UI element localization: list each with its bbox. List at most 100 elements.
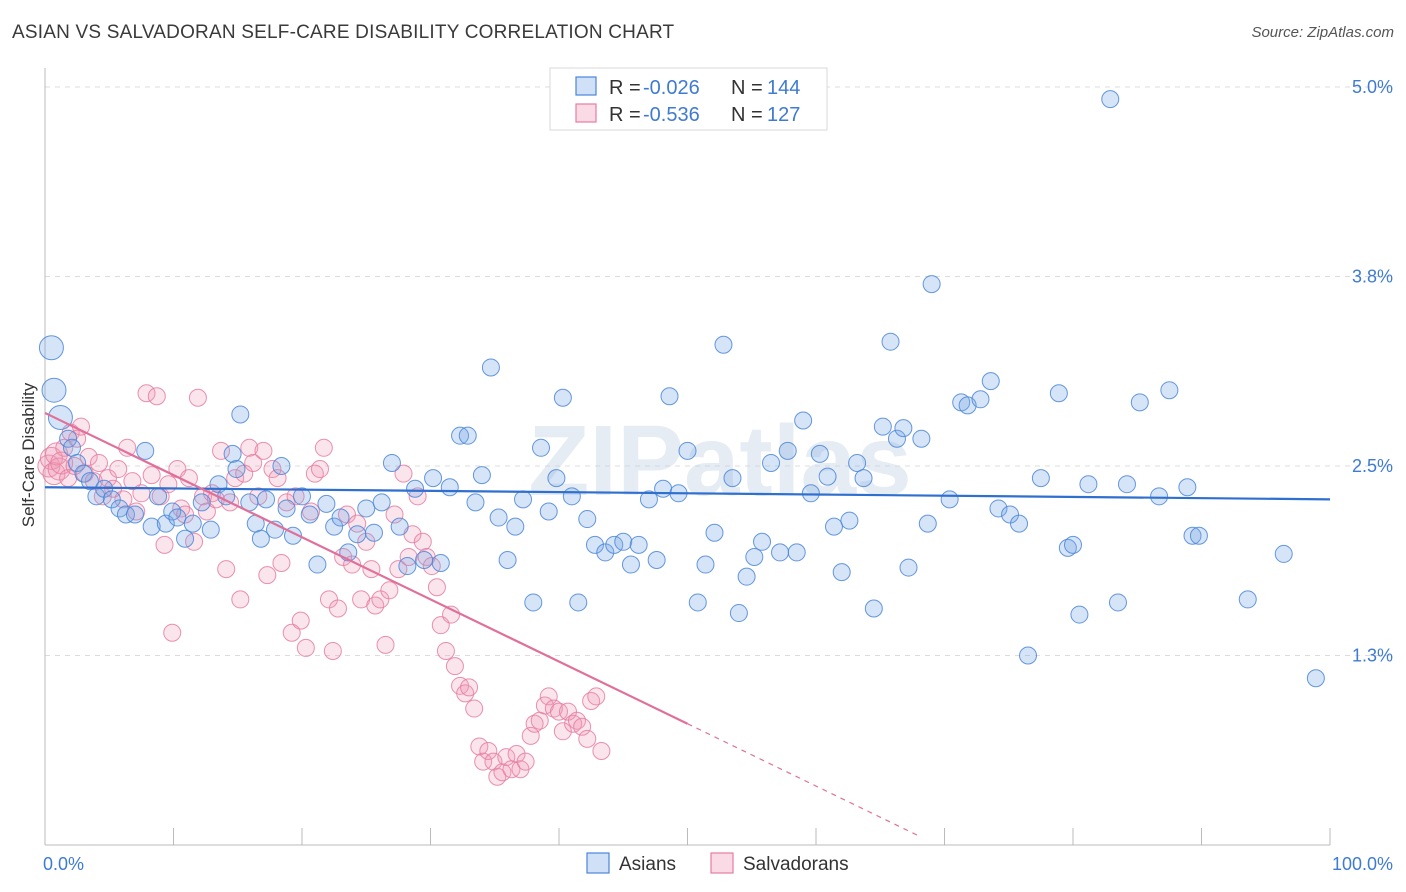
- salvadoran-point: [84, 472, 103, 491]
- salvadoran-point: [592, 742, 611, 761]
- salvadoran-point: [413, 532, 432, 551]
- salvadoran-point: [567, 711, 586, 730]
- asian-point: [524, 593, 543, 612]
- salvadoran-point: [212, 441, 231, 460]
- asian-point: [1189, 526, 1208, 545]
- salvadoran-point: [296, 638, 315, 657]
- y-axis-title: Self-Care Disability: [19, 382, 38, 527]
- asian-point: [981, 372, 1000, 391]
- legend-swatch-salvadorans: [575, 103, 597, 123]
- asian-point: [1130, 393, 1149, 412]
- asian-point: [382, 453, 401, 472]
- asian-point: [771, 543, 790, 562]
- salvadoran-point: [474, 752, 493, 771]
- asian-point: [737, 567, 756, 586]
- asian-point: [918, 514, 937, 533]
- asian-point: [854, 469, 873, 488]
- legend-swatch-asians: [575, 76, 597, 96]
- x-tick-label: 0.0%: [43, 854, 84, 874]
- asian-point: [38, 335, 64, 361]
- asian-point: [762, 453, 781, 472]
- salvadoran-point: [544, 699, 563, 718]
- asian-point: [192, 493, 211, 512]
- legend-asian-r-label: R =: [609, 77, 641, 99]
- salvadoran-point: [460, 678, 479, 697]
- asian-point: [794, 411, 813, 430]
- salvadoran-point: [357, 532, 376, 551]
- asian-point: [1306, 669, 1325, 688]
- source-attribution: Source: ZipAtlas.com: [1251, 24, 1394, 41]
- asian-point: [621, 555, 640, 574]
- asian-point: [539, 502, 558, 521]
- asian-point: [406, 479, 425, 498]
- asian-point: [1160, 381, 1179, 400]
- salvadoran-point: [231, 590, 250, 609]
- salvadoran-point: [521, 726, 540, 745]
- asian-point: [80, 472, 99, 491]
- y-tick-label: 1.3%: [1352, 646, 1393, 666]
- asian-point: [989, 499, 1008, 518]
- bottom-legend: Asians Salvadorans: [586, 852, 849, 875]
- salvadoran-point: [155, 535, 174, 554]
- salvadoran-point: [553, 722, 572, 741]
- asian-point: [1001, 505, 1020, 524]
- asian-point: [705, 523, 724, 542]
- asian-point: [585, 535, 604, 554]
- asian-point: [553, 388, 572, 407]
- salvadoran-point: [497, 748, 516, 767]
- bottom-legend-swatch-asians: [586, 852, 610, 874]
- legend-asian-n-value: 144: [767, 77, 800, 99]
- asian-point: [201, 520, 220, 539]
- asian-point: [596, 543, 615, 562]
- asian-point: [1150, 487, 1169, 506]
- asian-point: [357, 499, 376, 518]
- asian-point: [864, 599, 883, 618]
- salvadoran-point: [55, 438, 74, 457]
- asian-point: [62, 438, 81, 457]
- asian-point: [325, 517, 344, 536]
- salvadoran-point: [380, 581, 399, 600]
- salvadoran-point: [301, 502, 320, 521]
- asian-point: [922, 275, 941, 294]
- salvadoran-trend-line-extension: [687, 723, 920, 837]
- asian-point: [424, 469, 443, 488]
- salvadoran-point: [366, 596, 385, 615]
- salvadoran-point: [277, 493, 296, 512]
- chart-title: ASIAN VS SALVADORAN SELF-CARE DISABILITY…: [12, 22, 675, 43]
- asian-point: [125, 505, 144, 524]
- salvadoran-point: [98, 469, 117, 488]
- salvadoran-point: [385, 505, 404, 524]
- salvadoran-point: [65, 457, 84, 475]
- asian-point: [714, 335, 733, 354]
- salvadoran-point: [89, 453, 108, 472]
- asian-point: [466, 493, 485, 512]
- trend-layer: [44, 411, 1331, 837]
- axes-layer: [44, 68, 1331, 846]
- asian-point: [227, 460, 246, 479]
- asian-point: [68, 453, 87, 472]
- legend-salvadoran-r-value: -0.536: [643, 104, 700, 126]
- salvadoran-point: [507, 745, 526, 764]
- legend-salvadoran-n-label: N =: [731, 104, 763, 126]
- salvadoran-point: [142, 466, 161, 485]
- salvadoran-point: [470, 737, 489, 756]
- asian-point: [1049, 384, 1068, 403]
- asian-point: [729, 604, 748, 623]
- salvadoran-point: [310, 460, 329, 479]
- asian-point: [1031, 469, 1050, 488]
- salvadoran-point: [465, 699, 484, 718]
- asian-point: [398, 557, 417, 576]
- asian-point: [881, 332, 900, 351]
- salvadoran-point: [197, 502, 216, 521]
- salvadoran-point: [371, 590, 390, 609]
- salvadoran-point: [291, 611, 310, 630]
- asian-point: [317, 494, 336, 513]
- legend-asian-r-value: -0.026: [643, 77, 700, 99]
- asian-point: [1108, 593, 1127, 612]
- salvadoran-point: [558, 702, 577, 721]
- salvadoran-point: [525, 714, 544, 733]
- asian-point: [183, 514, 202, 533]
- salvadoran-point: [254, 441, 273, 460]
- asian-point: [660, 387, 679, 406]
- asian-point: [331, 508, 350, 527]
